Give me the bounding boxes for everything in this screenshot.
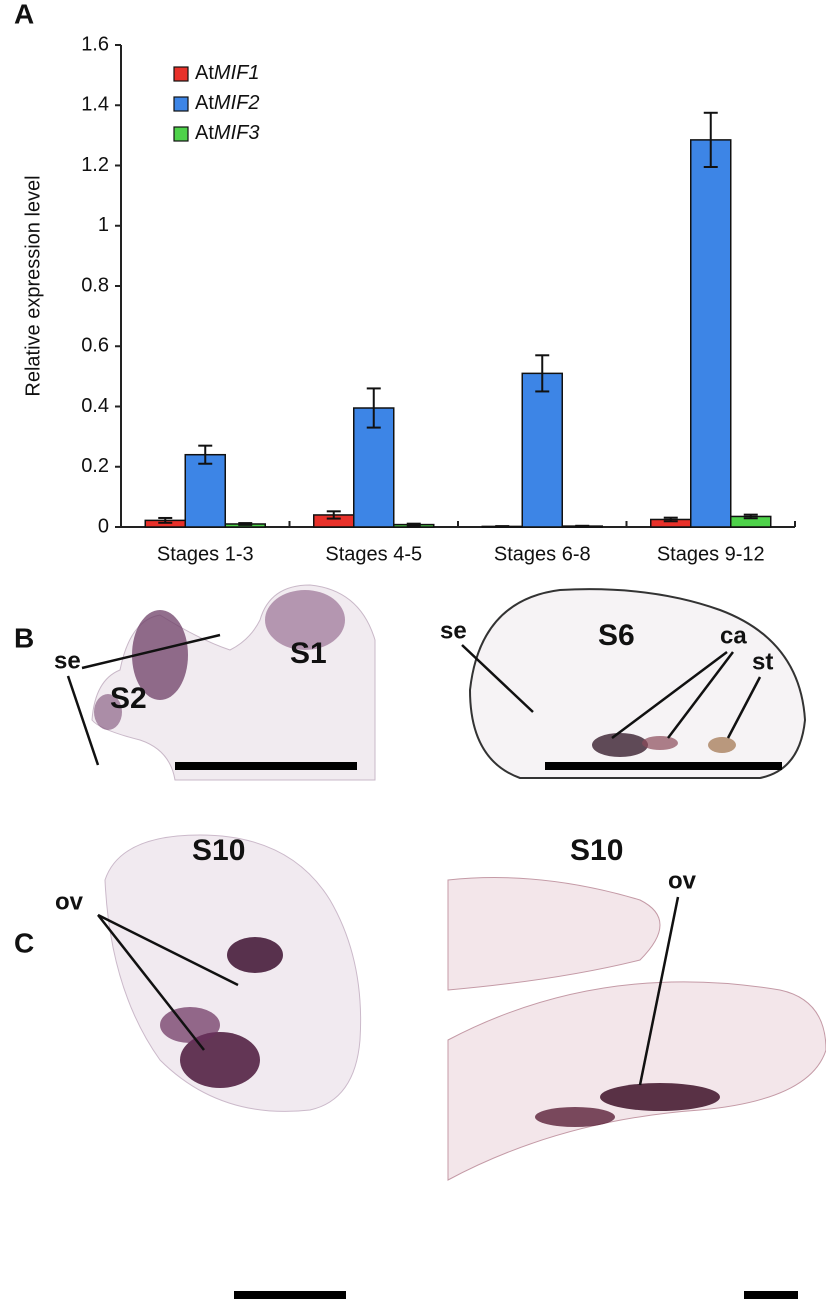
y-tick-label: 0.6 [81,335,109,357]
annotation: st [752,648,773,675]
pointer [726,676,762,739]
annotation: ov [668,867,697,894]
y-tick-label: 1 [98,214,109,236]
y-tick-label: 1.2 [81,154,109,176]
pointer [611,650,728,740]
y-tick-label: 0.4 [81,395,109,417]
pointer [97,914,205,1051]
annotation: ca [720,622,747,649]
y-tick-label: 0 [98,515,109,537]
legend-swatch [173,126,189,142]
annotation: S10 [570,834,623,867]
legend-swatch [173,96,189,112]
error-bar [575,524,590,528]
panel-label: C [14,927,34,958]
annotation: S1 [290,637,327,670]
error-bar [703,111,718,169]
pointer [461,644,534,713]
x-tick-label: Stages 1-3 [157,543,254,565]
error-bar [743,513,758,520]
error-bar [406,522,421,527]
y-tick-label: 1.4 [81,94,109,116]
annotation: se [54,647,81,674]
error-bar [158,516,173,524]
error-bar [495,525,510,528]
panel-label: B [14,622,34,653]
y-axis-label: Relative expression level [22,175,44,396]
micrograph [91,584,376,781]
x-tick-label: Stages 4-5 [325,543,422,565]
error-bar [663,516,678,523]
legend-label: AtMIF1 [195,62,259,84]
pointer [667,651,734,739]
x-tick-label: Stages 6-8 [494,543,591,565]
error-bar [198,444,213,465]
x-tick-label: Stages 9-12 [657,543,765,565]
legend-label: AtMIF2 [195,92,259,114]
legend-swatch [173,66,189,82]
annotation: ov [55,888,84,915]
pointer [66,675,100,766]
bar [521,372,563,528]
annotation: S6 [598,619,635,652]
micrograph [447,877,826,1299]
bar [184,453,226,528]
y-tick-label: 0.8 [81,274,109,296]
error-bar [366,387,381,429]
error-bar [238,522,253,526]
pointer [97,913,239,987]
error-bar [535,354,550,393]
micrograph [104,834,362,1299]
annotation: S2 [110,682,147,715]
legend-label: AtMIF3 [195,122,259,144]
y-tick-label: 0.2 [81,455,109,477]
panel-label: A [14,0,34,29]
annotation: S10 [192,834,245,867]
error-bar [326,510,341,520]
pointer [638,896,680,1086]
annotation: se [440,617,467,644]
bar [690,139,732,528]
pointer [81,633,221,670]
micrograph [468,588,807,779]
y-tick-label: 1.6 [81,33,109,55]
